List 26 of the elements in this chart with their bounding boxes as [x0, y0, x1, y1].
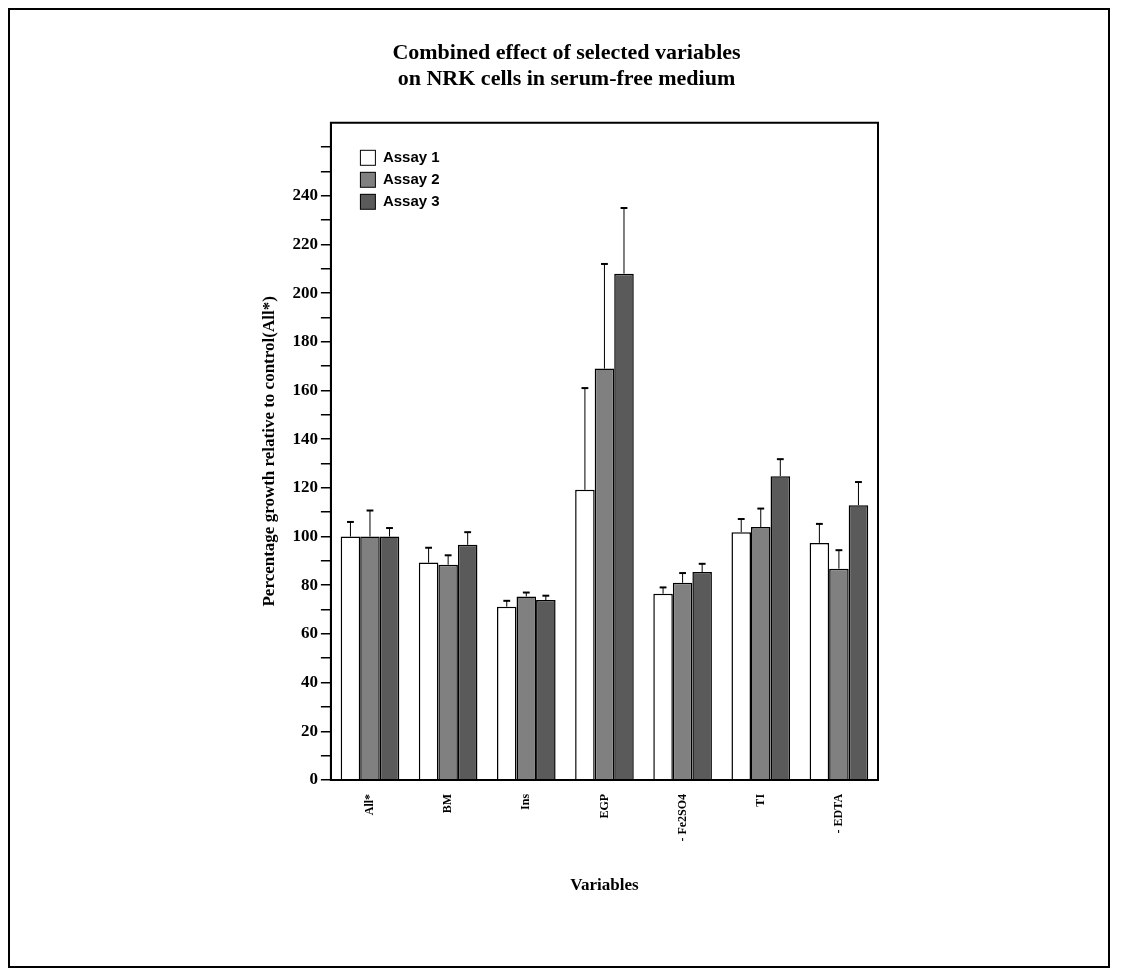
- y-tick-label: 20: [300, 720, 318, 740]
- y-tick-label: 100: [292, 525, 318, 545]
- x-axis-title: Variables: [570, 875, 639, 895]
- y-tick-label: 40: [300, 671, 318, 691]
- y-tick-label: 220: [292, 233, 318, 253]
- y-tick-label: 0: [309, 769, 318, 789]
- x-tick-label: TI: [752, 793, 767, 807]
- y-tick-label: 120: [292, 477, 318, 497]
- y-axis-title: Percentage growth relative to control(All*): [258, 296, 278, 607]
- x-tick-label: EGP: [596, 793, 611, 819]
- legend-label: Assay 3: [382, 191, 440, 209]
- legend-label: Assay 2: [382, 169, 440, 187]
- x-tick-label: - EDTA: [831, 793, 846, 834]
- y-tick-label: 80: [300, 574, 318, 594]
- y-tick-label: 60: [300, 623, 318, 643]
- y-tick-label: 240: [292, 185, 318, 205]
- legend-label: Assay 1: [382, 147, 440, 165]
- x-tick-label: Ins: [518, 793, 533, 810]
- y-tick-label: 160: [292, 379, 318, 399]
- x-tick-label: - Fe2SO4: [674, 793, 689, 842]
- chart-title: Combined effect of selected variables on NRK cells in serum-free medium: [392, 38, 742, 91]
- x-tick-label: All*: [362, 793, 377, 816]
- y-tick-label: 200: [292, 282, 318, 302]
- y-tick-label: 180: [292, 331, 318, 351]
- y-tick-label: 140: [292, 428, 318, 448]
- x-tick-label: BM: [440, 793, 455, 814]
